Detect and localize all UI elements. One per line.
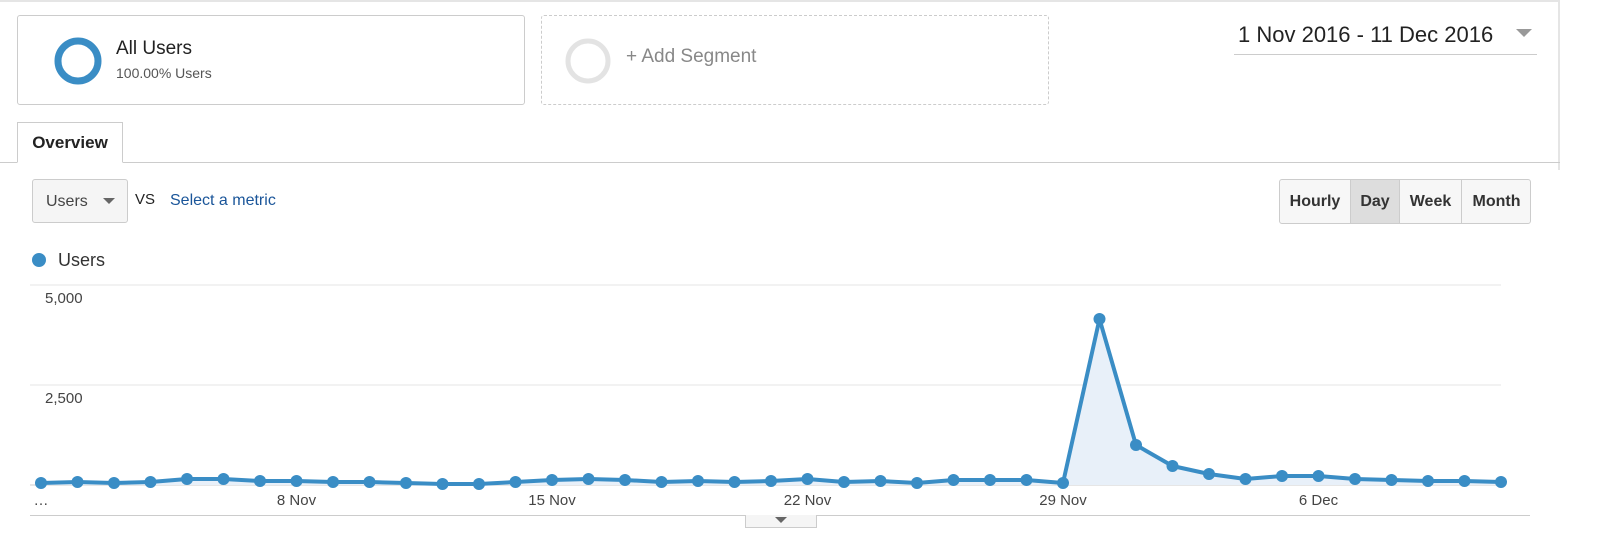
metric-selected: Users (46, 193, 88, 210)
granularity-button[interactable]: Day (1351, 180, 1400, 223)
select-metric[interactable]: Select a metric (170, 192, 276, 209)
metric-dropdown[interactable]: Users (32, 179, 128, 223)
tab-line (0, 162, 1560, 163)
point (655, 476, 668, 488)
point (108, 477, 120, 489)
x-tick-label: 8 Nov (277, 492, 317, 509)
point (1349, 473, 1361, 485)
point (1239, 473, 1252, 485)
point (71, 476, 84, 488)
add-segment-label: + Add Segment (626, 46, 757, 67)
point (619, 474, 631, 486)
add-segment[interactable]: + Add Segment (541, 15, 1049, 105)
granularity-button[interactable]: Month (1462, 180, 1530, 223)
dropdown-arrow (1516, 29, 1532, 37)
y-tick-label: 2,500 (45, 390, 83, 407)
point (1130, 439, 1142, 451)
segment-icon (54, 37, 102, 85)
x-tick-label: 6 Dec (1299, 492, 1339, 509)
point (144, 476, 157, 488)
area (41, 319, 1501, 485)
expand-arrow (775, 517, 787, 523)
point (1458, 475, 1471, 487)
point (254, 475, 266, 487)
x-tick-label: … (34, 492, 49, 509)
legend-marker (32, 253, 46, 267)
legend-label: Users (58, 250, 105, 270)
point (1422, 475, 1434, 487)
point (1495, 476, 1507, 488)
point (1312, 470, 1325, 482)
point (1057, 477, 1069, 489)
dropdown-arrow (103, 198, 115, 204)
point (692, 475, 704, 487)
point (1093, 313, 1106, 325)
point (217, 473, 230, 485)
granularity-button[interactable]: Week (1400, 180, 1462, 223)
point (181, 473, 193, 485)
point (1276, 470, 1288, 482)
top-border (0, 0, 1560, 2)
y-tick-label: 5,000 (45, 290, 83, 307)
point (874, 475, 887, 487)
vs-label: VS (135, 191, 156, 208)
point (546, 474, 558, 486)
add-segment-icon (565, 38, 611, 84)
point (473, 478, 485, 490)
point (838, 476, 850, 488)
x-tick-label: 29 Nov (1039, 492, 1087, 509)
expand-tab[interactable] (745, 515, 817, 528)
point (400, 477, 412, 489)
point (509, 476, 522, 488)
point (436, 478, 449, 490)
point (801, 473, 814, 485)
point (363, 476, 376, 488)
date-picker[interactable]: 1 Nov 2016 - 11 Dec 2016 (1234, 20, 1537, 55)
point (1203, 468, 1215, 480)
granularity-group: Hourly Day Week Month (1279, 179, 1531, 224)
point (765, 475, 777, 487)
granularity-button[interactable]: Hourly (1280, 180, 1351, 223)
point (582, 473, 595, 485)
point (947, 474, 960, 486)
point (1385, 474, 1398, 486)
point (327, 476, 339, 488)
point (1020, 474, 1033, 486)
point (911, 477, 923, 489)
x-tick-label: 15 Nov (528, 492, 576, 509)
line (40, 317, 1502, 486)
segment-card[interactable]: All Users 100.00% Users (17, 15, 525, 105)
point (35, 477, 47, 489)
point (290, 475, 303, 487)
segment-subtitle: 100.00% Users (116, 65, 212, 81)
right-border (1558, 0, 1560, 170)
point (1166, 460, 1179, 472)
tab[interactable]: Overview (17, 122, 123, 163)
date-range: 1 Nov 2016 - 11 Dec 2016 (1238, 22, 1494, 47)
x-tick-label: 22 Nov (784, 492, 832, 509)
point (984, 474, 996, 486)
segment-title: All Users (116, 38, 193, 59)
point (728, 476, 741, 488)
